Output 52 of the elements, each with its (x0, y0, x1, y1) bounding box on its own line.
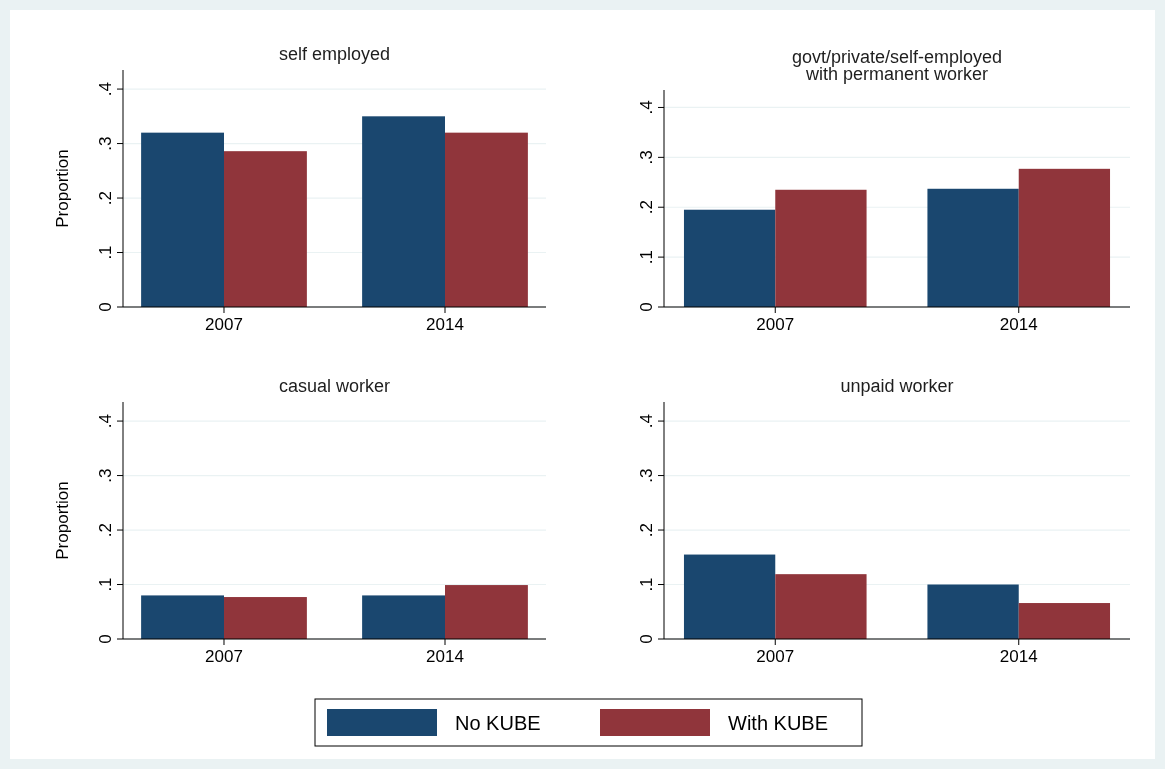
bar (683, 554, 776, 639)
y-axis-title: Proportion (53, 149, 72, 228)
bar (224, 597, 307, 639)
y-tick-label: .3 (96, 136, 115, 151)
y-tick-label: 0 (637, 634, 656, 644)
x-tick-label: 2007 (756, 647, 795, 666)
x-tick-label: 2014 (999, 315, 1038, 334)
x-tick-label: 2007 (205, 315, 243, 334)
x-tick-label: 2007 (205, 647, 243, 666)
bar (927, 188, 1019, 307)
y-tick-label: .1 (637, 250, 656, 265)
y-tick-label: 0 (96, 634, 115, 644)
chart-title: unpaid worker (840, 376, 954, 396)
y-tick-label: .3 (637, 150, 656, 165)
y-tick-label: 0 (637, 302, 656, 312)
bar (445, 585, 528, 639)
bar (775, 574, 867, 639)
y-tick-label: .2 (637, 522, 656, 538)
y-tick-label: .4 (637, 100, 656, 115)
bar (141, 132, 224, 307)
bar (224, 151, 307, 307)
y-tick-label: .2 (96, 522, 115, 538)
y-tick-label: .3 (96, 468, 115, 483)
chart-title: casual worker (278, 376, 391, 396)
x-tick-label: 2014 (426, 647, 464, 666)
y-tick-label: .1 (637, 577, 656, 592)
y-tick-label: .4 (96, 413, 115, 429)
bar (141, 595, 224, 639)
bar (445, 132, 528, 307)
text: No KUBE (455, 712, 541, 734)
x-tick-label: 2007 (756, 315, 795, 334)
y-tick-label: .4 (96, 81, 115, 97)
y-tick-label: .1 (96, 577, 115, 592)
bar (362, 116, 445, 307)
text: With KUBE (728, 712, 829, 734)
y-tick-label: .1 (96, 245, 115, 260)
chart-title: govt/private/self-employed with permanent worker (791, 47, 1003, 84)
x-tick-label: 2014 (426, 315, 464, 334)
y-tick-label: .4 (637, 413, 656, 429)
y-tick-label: .2 (96, 190, 115, 206)
y-tick-label: .3 (637, 468, 656, 483)
bar (362, 595, 445, 639)
bar (927, 584, 1019, 639)
x-tick-label: 2014 (999, 647, 1038, 666)
chart-title: self employed (278, 44, 391, 64)
y-tick-label: .2 (637, 200, 656, 215)
bar (1018, 168, 1111, 307)
bar (683, 209, 776, 307)
y-tick-label: 0 (96, 302, 115, 312)
bar (1018, 603, 1111, 639)
y-axis-title: Proportion (53, 481, 72, 560)
bar (775, 189, 867, 307)
